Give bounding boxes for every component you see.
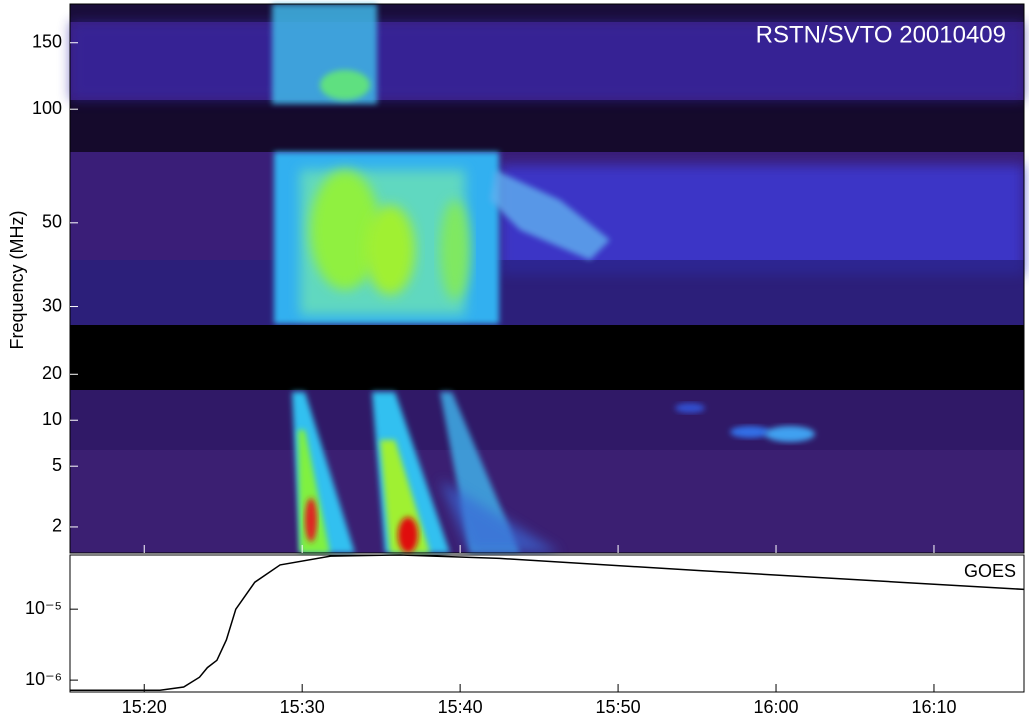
x-tick-label: 16:10 [911,697,956,717]
goes-line [70,554,1025,691]
x-tick-label: 15:40 [438,697,483,717]
y-axis-label: Frequency (MHz) [7,210,27,349]
goes-frame [69,554,1025,693]
x-tick-label: 15:30 [280,697,325,717]
y-tick-label: 10 [42,409,62,429]
x-tick-label: 15:20 [122,697,167,717]
legend-label: GOES [964,561,1016,581]
y-tick-label: 2 [52,516,62,536]
y-tick-label: 5 [52,455,62,475]
spectrogram-frame [69,3,1025,554]
y-tick-label: 50 [42,212,62,232]
chart-title: RSTN/SVTO 20010409 [756,21,1006,48]
x-tick-label: 15:50 [596,697,641,717]
y-tick-label: 10⁻⁶ [25,669,62,689]
y-tick-label: 150 [32,31,62,51]
y-tick-label: 100 [32,98,62,118]
y-tick-label: 30 [42,295,62,315]
y-tick-label: 10⁻⁵ [25,598,62,618]
x-tick-label: 16:00 [753,697,798,717]
spectrogram-image [70,4,1024,553]
y-tick-label: 20 [42,363,62,383]
